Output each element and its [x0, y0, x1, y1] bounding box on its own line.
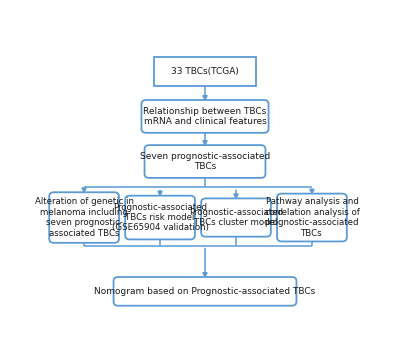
- Text: Nomogram based on Prognostic-associated TBCs: Nomogram based on Prognostic-associated …: [94, 287, 316, 296]
- Text: 33 TBCs(TCGA): 33 TBCs(TCGA): [171, 67, 239, 76]
- FancyBboxPatch shape: [277, 193, 347, 241]
- Text: Prognostic-associated
TBCs cluster model: Prognostic-associated TBCs cluster model: [189, 208, 283, 227]
- FancyBboxPatch shape: [49, 192, 119, 243]
- FancyBboxPatch shape: [125, 196, 195, 239]
- Text: Alteration of genetic in
melanoma including
seven prognostic-
associated TBCs: Alteration of genetic in melanoma includ…: [34, 197, 134, 237]
- FancyBboxPatch shape: [142, 100, 268, 133]
- Text: Relationship between TBCs
mRNA and clinical features: Relationship between TBCs mRNA and clini…: [143, 107, 267, 126]
- FancyBboxPatch shape: [154, 57, 256, 86]
- FancyBboxPatch shape: [144, 145, 266, 178]
- Text: Seven prognostic-associated
TBCs: Seven prognostic-associated TBCs: [140, 152, 270, 171]
- FancyBboxPatch shape: [114, 277, 296, 306]
- FancyBboxPatch shape: [201, 198, 271, 237]
- Text: Pathway analysis and
correlation analysis of
prognostic-associated
TBCs: Pathway analysis and correlation analysi…: [264, 197, 359, 237]
- Text: Prognostic-associated
TBCs risk model
(GSE65904 validation): Prognostic-associated TBCs risk model (G…: [112, 203, 208, 233]
